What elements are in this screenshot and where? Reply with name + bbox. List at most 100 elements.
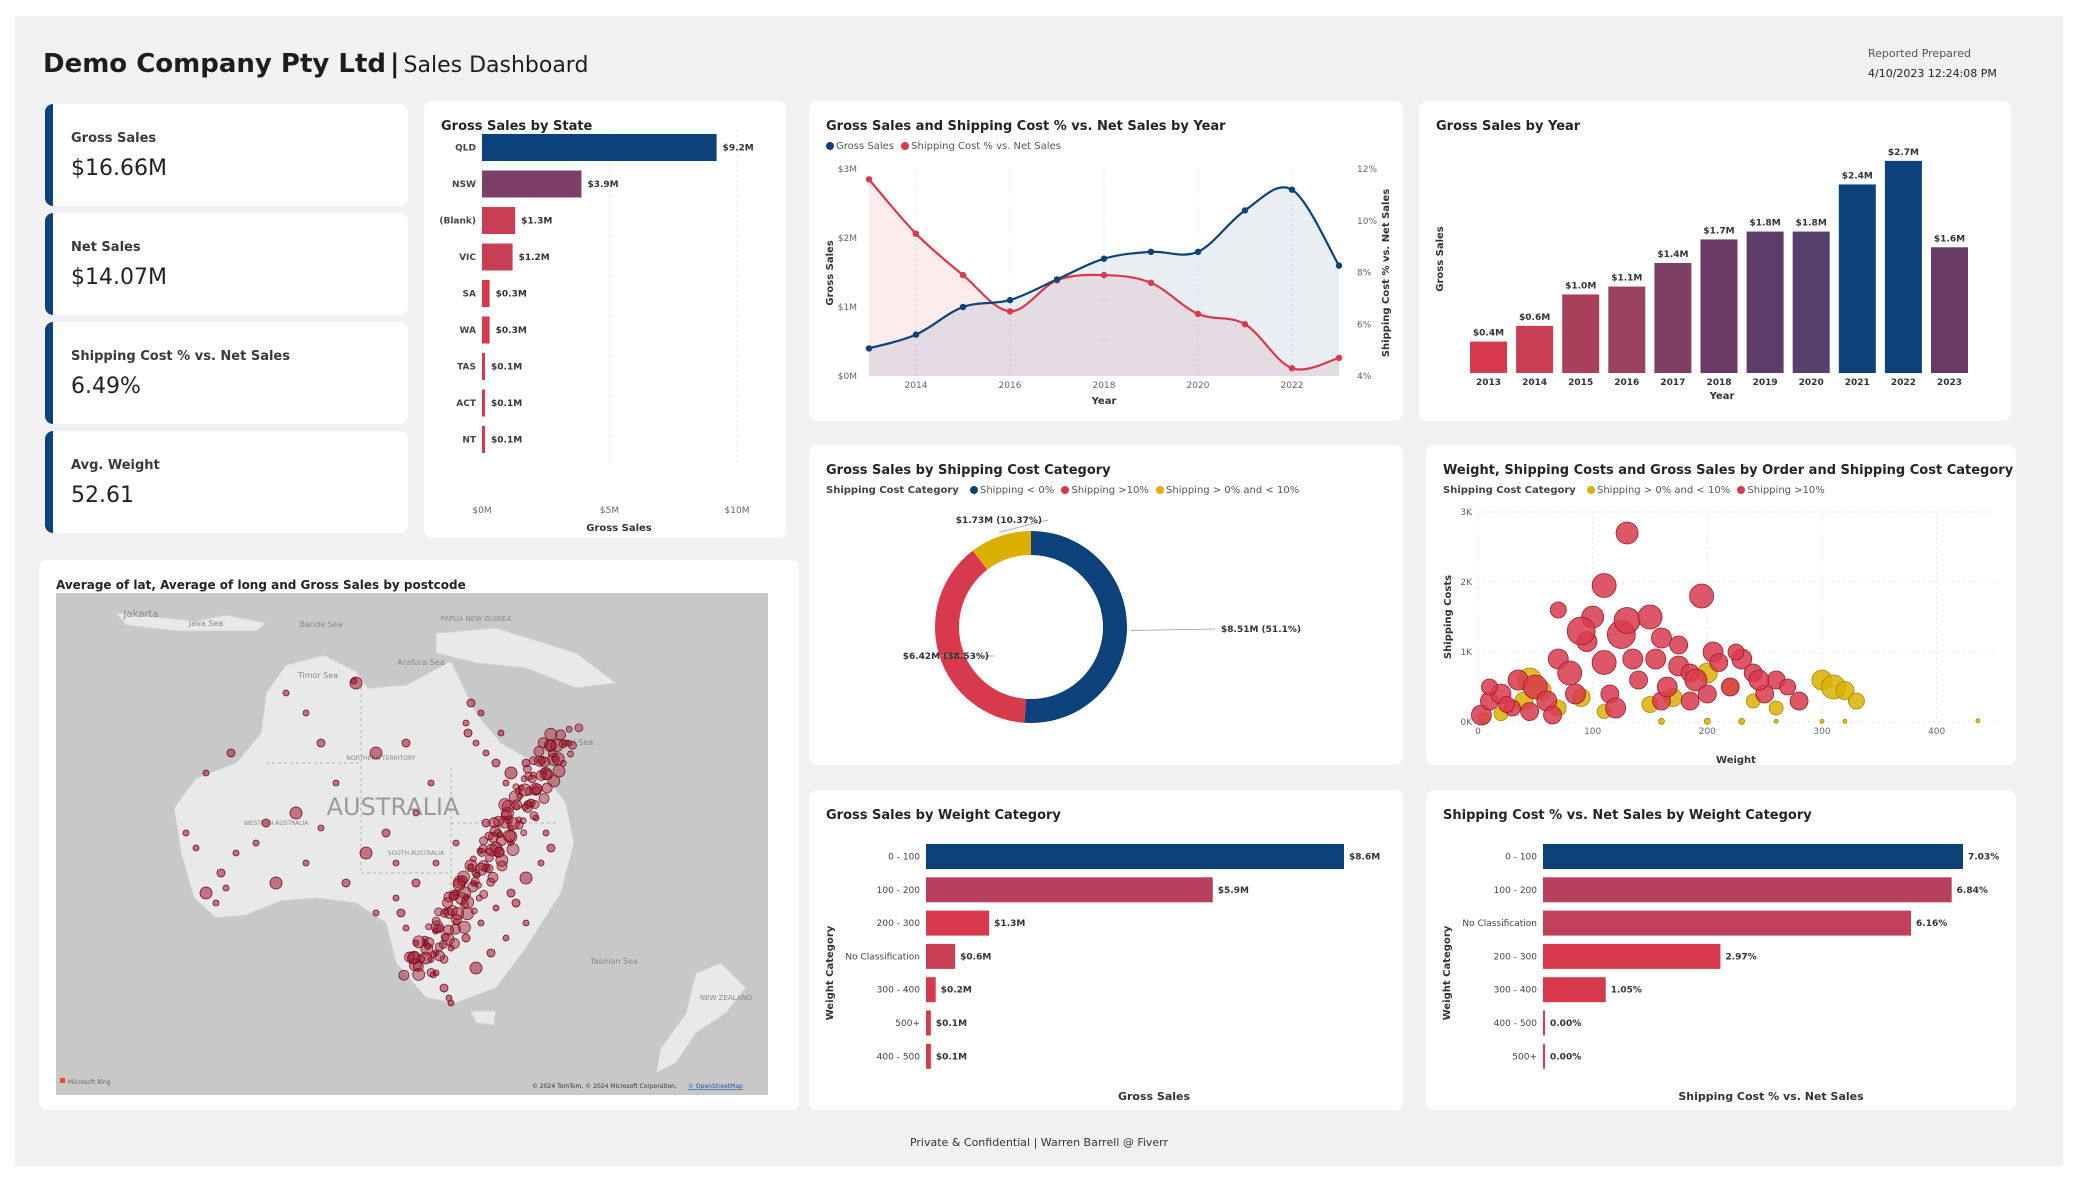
map-canvas[interactable]: Jakarta Java Sea Banda Sea PAPUA NEW GUINEA… bbox=[56, 593, 768, 1095]
map-place-label: PAPUA NEW GUINEA bbox=[441, 615, 512, 623]
data-point bbox=[1147, 279, 1155, 287]
category-label: 2016 bbox=[1614, 378, 1639, 388]
map-point bbox=[451, 914, 462, 925]
kpi-card-net-sales[interactable]: Net Sales $14.07M bbox=[45, 213, 408, 315]
map-point bbox=[350, 677, 358, 685]
x-tick-label: $0M bbox=[472, 506, 491, 516]
title-separator: | bbox=[390, 49, 400, 79]
legend-swatch-icon bbox=[1587, 486, 1595, 494]
scatter-point bbox=[1819, 718, 1825, 724]
map-point bbox=[550, 739, 564, 752]
map-point bbox=[488, 817, 500, 828]
bar bbox=[1562, 294, 1600, 373]
data-label: $0.4M bbox=[1473, 329, 1504, 339]
map-attribution-link[interactable]: © OpenStreetMap bbox=[688, 1083, 743, 1090]
map-point bbox=[461, 895, 475, 909]
y-tick-label: $2M bbox=[838, 234, 857, 244]
bar bbox=[1700, 239, 1738, 373]
category-label: ACT bbox=[456, 399, 477, 409]
map-point bbox=[452, 918, 460, 926]
category-label: 2022 bbox=[1891, 378, 1916, 388]
category-label: VIC bbox=[459, 253, 476, 263]
map-point bbox=[396, 908, 406, 918]
chart-title: Gross Sales by Weight Category bbox=[826, 808, 1061, 823]
map-point bbox=[479, 836, 488, 846]
data-point bbox=[912, 230, 920, 237]
chart-card-sales-by-weight-category[interactable]: Gross Sales by Weight Category 0 - 100 $8… bbox=[809, 790, 1403, 1110]
bar bbox=[926, 977, 936, 1003]
chart-card-sales-vs-shipping-by-year[interactable]: Gross Sales and Shipping Cost % vs. Net … bbox=[809, 101, 1403, 421]
map-point bbox=[470, 855, 477, 863]
chart-legend: Shipping Cost Category Shipping < 0% Shi… bbox=[826, 485, 1299, 496]
kpi-label: Net Sales bbox=[71, 240, 141, 255]
chart-title: Gross Sales by Year bbox=[1436, 119, 1581, 134]
data-point bbox=[959, 303, 967, 311]
map-point bbox=[412, 809, 420, 817]
map-place-label: Banda Sea bbox=[300, 620, 343, 629]
category-label: No Classification bbox=[1462, 919, 1537, 929]
y-tick-label: 3K bbox=[1460, 508, 1473, 518]
leader-line bbox=[1130, 628, 1216, 631]
data-point bbox=[1194, 310, 1202, 318]
kpi-value: 52.61 bbox=[71, 483, 134, 508]
kpi-card-gross-sales[interactable]: Gross Sales $16.66M bbox=[45, 104, 408, 206]
category-label: 500+ bbox=[895, 1019, 920, 1029]
pie-slice bbox=[1024, 531, 1127, 723]
map-point bbox=[542, 829, 550, 837]
map-point bbox=[482, 749, 490, 757]
map-point bbox=[511, 898, 521, 908]
map-point bbox=[478, 844, 488, 854]
map-place-label: NORTHERN TERRITORY bbox=[347, 755, 416, 762]
map-point bbox=[515, 816, 523, 824]
map-point bbox=[359, 846, 373, 860]
y-axis-title: Weight Category bbox=[1442, 925, 1453, 1020]
map-card[interactable]: Average of lat, Average of long and Gros… bbox=[39, 560, 799, 1110]
kpi-card-shipping-cost-pct[interactable]: Shipping Cost % vs. Net Sales 6.49% bbox=[45, 322, 408, 424]
bar bbox=[482, 134, 717, 161]
data-point bbox=[865, 345, 873, 352]
data-point bbox=[1100, 255, 1108, 262]
y2-tick-label: 4% bbox=[1357, 372, 1372, 382]
chart-card-gross-sales-by-state[interactable]: Gross Sales by State $0M $5M $10M QLD $9.2M N… bbox=[424, 101, 786, 538]
data-point bbox=[1006, 308, 1014, 315]
map-point bbox=[332, 779, 340, 787]
map-landmass-java bbox=[114, 612, 268, 632]
map-point bbox=[449, 938, 460, 949]
map-country-label: AUSTRALIA bbox=[327, 793, 460, 821]
map-attribution: © 2024 TomTom, © 2024 Microsoft Corporat… bbox=[532, 1083, 677, 1090]
x-tick-label: 2014 bbox=[905, 381, 928, 391]
data-label: $0.1M bbox=[491, 436, 522, 446]
data-label: 2.97% bbox=[1725, 952, 1756, 962]
scatter-point bbox=[1605, 697, 1627, 719]
bar bbox=[482, 280, 490, 307]
map-point bbox=[392, 894, 400, 902]
map-point bbox=[520, 775, 528, 783]
chart-card-sales-by-shipping-category[interactable]: Gross Sales by Shipping Cost Category Sh… bbox=[809, 445, 1403, 765]
chart-svg: 0 - 100 7.03% 100 - 200 6.84% No Classificat… bbox=[1442, 844, 1999, 1103]
chart-card-shipping-pct-by-weight-category[interactable]: Shipping Cost % vs. Net Sales by Weight … bbox=[1426, 790, 2016, 1110]
category-label: 2019 bbox=[1753, 378, 1778, 388]
kpi-card-avg-weight[interactable]: Avg. Weight 52.61 bbox=[45, 431, 408, 533]
scatter-point bbox=[1629, 670, 1648, 690]
chart-card-gross-sales-by-year[interactable]: Gross Sales by Year $0.4M 2013 $0.6M 2014 $1… bbox=[1419, 101, 2011, 421]
data-label: $1.4M bbox=[1657, 250, 1688, 260]
map-point bbox=[501, 799, 515, 813]
map-point bbox=[486, 877, 496, 887]
map-point bbox=[463, 893, 470, 901]
scatter-point bbox=[1565, 683, 1586, 705]
map-point bbox=[434, 907, 443, 917]
category-label: 200 - 300 bbox=[877, 919, 921, 929]
map-point bbox=[521, 803, 529, 811]
map-point bbox=[424, 943, 431, 950]
bar bbox=[482, 243, 513, 271]
data-label: $0.6M bbox=[960, 952, 991, 962]
scatter-point bbox=[1709, 653, 1729, 672]
category-label: 400 - 500 bbox=[877, 1052, 921, 1062]
data-label: 0.00% bbox=[1550, 1019, 1581, 1029]
category-label: 300 - 400 bbox=[1494, 986, 1538, 996]
map-point bbox=[520, 829, 528, 837]
chart-card-weight-shipping-scatter[interactable]: Weight, Shipping Costs and Gross Sales b… bbox=[1426, 445, 2016, 765]
category-label: NSW bbox=[452, 180, 476, 190]
map-point bbox=[533, 746, 545, 757]
x-tick-label: 300 bbox=[1813, 727, 1830, 737]
